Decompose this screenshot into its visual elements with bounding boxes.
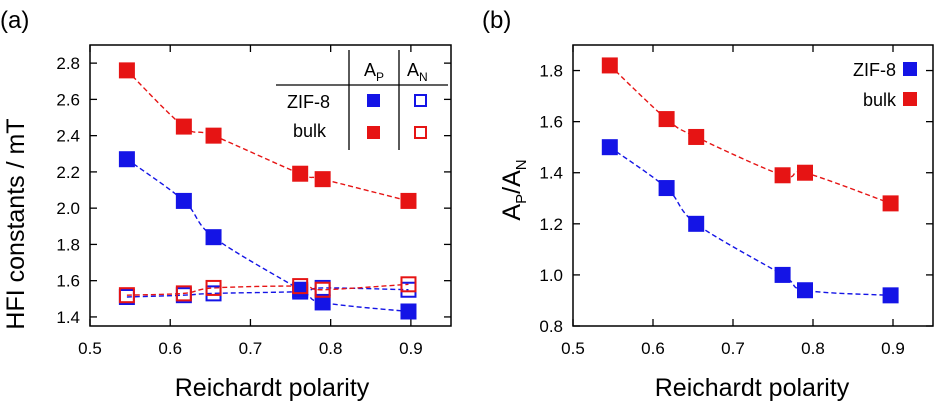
data-point-open-a bbox=[292, 278, 309, 295]
y-tick-label-b: 1.2 bbox=[539, 215, 563, 234]
y-tick-label-a: 1.8 bbox=[56, 235, 80, 254]
x-tick-label-a: 0.8 bbox=[319, 339, 343, 358]
y-tick-labels-b: 0.8 1.0 1.2 1.4 1.6 1.8 bbox=[539, 62, 563, 336]
y-tick-label-a: 1.4 bbox=[56, 308, 80, 327]
y-tick-label-a: 2.2 bbox=[56, 163, 80, 182]
legend-b: ZIF-8 bulk bbox=[853, 60, 917, 110]
data-point-a bbox=[400, 192, 417, 209]
legend-marker-zif8-an bbox=[414, 94, 427, 107]
fit-curves-b bbox=[609, 64, 891, 297]
data-point-b bbox=[688, 215, 705, 232]
legend-col-an: AN bbox=[407, 60, 428, 84]
x-tick-labels-b: 0.5 0.6 0.7 0.8 0.9 bbox=[561, 339, 905, 358]
x-tick-label-a: 0.5 bbox=[78, 339, 102, 358]
x-tick-label-b: 0.8 bbox=[801, 339, 825, 358]
x-tick-labels-a: 0.5 0.6 0.7 0.8 0.9 bbox=[78, 339, 423, 358]
x-axis-label-b: Reichardt polarity bbox=[655, 374, 850, 402]
data-point-open-a bbox=[314, 281, 331, 298]
legend-col-ap: AP bbox=[364, 60, 384, 84]
fit-curve-a bbox=[126, 69, 409, 202]
data-point-a bbox=[175, 118, 192, 135]
legend-marker-zif8 bbox=[903, 62, 917, 76]
data-point-b bbox=[688, 128, 705, 145]
y-tick-label-b: 0.8 bbox=[539, 317, 563, 336]
y-tick-label-a: 1.6 bbox=[56, 272, 80, 291]
data-point-b bbox=[601, 139, 618, 156]
panel-b: (b) 0.5 0.6 0.7 0.8 0.9 0.8 1.0 1.2 1.4 1.6 1.8 R… bbox=[482, 7, 934, 402]
legend-row-bulk: bulk bbox=[293, 121, 327, 141]
fit-curve-b bbox=[609, 64, 891, 205]
data-point-b bbox=[601, 57, 618, 74]
y-tick-label-a: 2.4 bbox=[56, 127, 80, 146]
legend-label-bulk: bulk bbox=[863, 90, 897, 110]
data-point-b bbox=[882, 287, 899, 304]
data-point-open-a bbox=[400, 276, 417, 293]
data-point-a bbox=[314, 294, 331, 311]
y-tick-label-b: 1.4 bbox=[539, 164, 563, 183]
fit-curves-a bbox=[126, 69, 409, 313]
data-point-open-a bbox=[118, 287, 135, 304]
y-tick-label-a: 2.6 bbox=[56, 90, 80, 109]
panel-a-label: (a) bbox=[0, 7, 29, 34]
legend-marker-bulk-ap bbox=[367, 126, 380, 139]
y-axis-label-a: HFI constants / mT bbox=[2, 118, 30, 329]
legend-marker-zif8-ap bbox=[367, 94, 380, 107]
y-tick-label-a: 2.8 bbox=[56, 54, 80, 73]
data-point-a bbox=[314, 171, 331, 188]
data-point-a bbox=[175, 192, 192, 209]
plot-frame-b bbox=[572, 44, 934, 327]
panel-b-label: (b) bbox=[482, 7, 511, 34]
data-points-b bbox=[601, 57, 899, 304]
x-tick-label-a: 0.6 bbox=[158, 339, 182, 358]
x-tick-label-b: 0.5 bbox=[561, 339, 585, 358]
data-point-a bbox=[400, 303, 417, 320]
y-tick-label-b: 1.0 bbox=[539, 266, 563, 285]
y-tick-label-a: 2.0 bbox=[56, 199, 80, 218]
x-tick-label-a: 0.7 bbox=[239, 339, 263, 358]
legend-marker-bulk bbox=[903, 92, 917, 106]
tick-marks-a bbox=[89, 45, 451, 326]
data-point-b bbox=[797, 164, 813, 181]
data-point-b bbox=[882, 195, 899, 212]
legend-label-zif8: ZIF-8 bbox=[853, 60, 896, 80]
legend-table: AP AN ZIF-8 bulk bbox=[276, 50, 448, 150]
data-point-a bbox=[292, 165, 309, 182]
x-tick-label-b: 0.6 bbox=[641, 339, 665, 358]
x-tick-label-b: 0.7 bbox=[721, 339, 745, 358]
data-point-a bbox=[118, 62, 135, 79]
data-point-open-a bbox=[205, 279, 222, 296]
data-point-b bbox=[797, 282, 813, 299]
x-tick-label-a: 0.9 bbox=[399, 339, 423, 358]
x-axis-label-a: Reichardt polarity bbox=[175, 374, 370, 402]
legend-marker-bulk-an bbox=[414, 126, 427, 139]
y-tick-label-b: 1.6 bbox=[539, 113, 563, 132]
y-tick-labels-a: 1.4 1.6 1.8 2.0 2.2 2.4 2.6 2.8 bbox=[56, 54, 80, 327]
fit-curve-b bbox=[609, 146, 891, 297]
data-point-b bbox=[658, 180, 675, 197]
data-point-b bbox=[658, 111, 675, 128]
fit-curve-a bbox=[126, 283, 409, 296]
y-axis-label-b: AP/AN bbox=[498, 159, 530, 220]
plot-frame-a bbox=[89, 44, 452, 327]
data-point-b bbox=[774, 167, 791, 184]
data-point-open-a bbox=[175, 285, 192, 302]
tick-marks-b bbox=[572, 45, 933, 327]
data-point-b bbox=[774, 266, 791, 283]
fit-curve-a bbox=[126, 287, 409, 298]
data-points-a bbox=[118, 62, 417, 320]
panel-a: (a) 0.5 0.6 0.7 0.8 0.9 1.4 1.6 1.8 2.0 2.2 2.4 2.… bbox=[0, 7, 452, 402]
legend-row-zif8: ZIF-8 bbox=[287, 92, 330, 112]
data-point-a bbox=[118, 151, 135, 168]
y-tick-label-b: 1.8 bbox=[539, 62, 563, 81]
x-tick-label-b: 0.9 bbox=[881, 339, 905, 358]
data-point-a bbox=[205, 229, 222, 246]
data-point-a bbox=[205, 127, 222, 144]
